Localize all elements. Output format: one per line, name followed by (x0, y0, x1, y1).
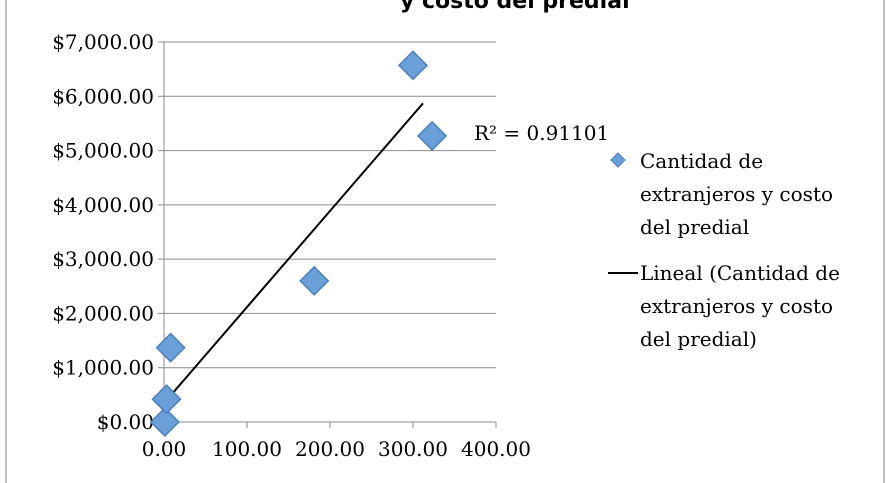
data-point-4 (397, 50, 429, 81)
trendline-layer (165, 102, 424, 401)
x-tick-label-2: 200.00 (295, 437, 365, 461)
legend-label-1-line-1: extranjeros y costo (640, 294, 833, 318)
y-tick-label-3: $3,000.00 (52, 247, 154, 271)
y-axis-tick-labels: $0.00 $1,000.00 $2,000.00 $3,000.00 $4,000.0… (52, 30, 154, 434)
y-tick-label-5: $5,000.00 (52, 139, 154, 163)
legend-label-1-line-2: del predial) (640, 327, 757, 351)
axes (158, 41, 497, 428)
data-point-1 (151, 384, 182, 415)
x-tick-label-3: 300.00 (378, 437, 448, 461)
x-tick-label-0: 0.00 (142, 437, 187, 461)
x-tick-label-4: 400.00 (461, 437, 531, 461)
y-tick-label-7: $7,000.00 (52, 30, 154, 54)
legend: Cantidad de extranjeros y costo del predia… (608, 149, 840, 351)
legend-label-0-line-0: Cantidad de (640, 149, 763, 173)
x-tick-label-1: 100.00 (212, 437, 282, 461)
x-axis-tick-labels: 0.00 100.00 200.00 300.00 400.00 (142, 437, 531, 461)
y-tick-label-4: $4,000.00 (52, 193, 154, 217)
legend-marker-diamond (610, 152, 626, 168)
legend-label-1-line-0: Lineal (Cantidad de (640, 261, 840, 285)
scatter-points (149, 50, 448, 438)
r-squared-label: R² = 0.91101 (474, 121, 609, 145)
trendline (165, 102, 424, 401)
gridlines (164, 41, 496, 369)
y-tick-label-2: $2,000.00 (52, 301, 154, 325)
y-tick-label-1: $1,000.00 (52, 356, 154, 380)
chart-title-partial: y costo del predial (400, 0, 630, 14)
y-tick-label-0: $0.00 (97, 410, 154, 434)
y-tick-label-6: $6,000.00 (52, 84, 154, 108)
data-point-0 (149, 406, 180, 438)
data-point-5 (417, 120, 448, 151)
data-point-3 (299, 265, 330, 296)
legend-label-0-line-2: del predial (640, 215, 749, 239)
data-point-2 (155, 332, 186, 363)
legend-label-0-line-1: extranjeros y costo (640, 182, 833, 206)
